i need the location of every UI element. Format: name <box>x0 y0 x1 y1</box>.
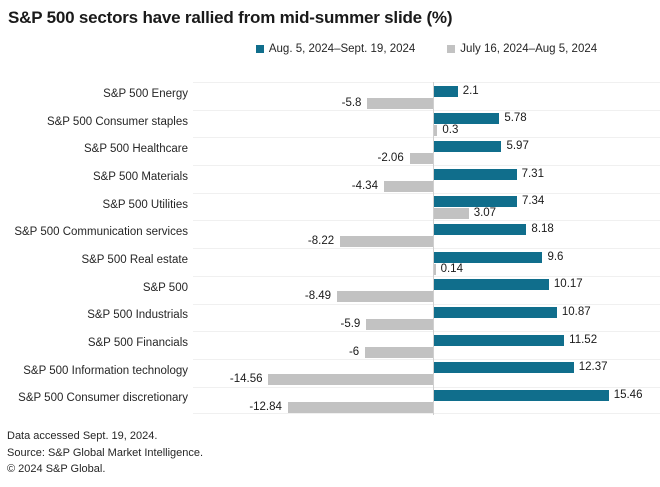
row-plot-area: 7.31 -4.34 <box>193 165 660 193</box>
bar-july16-aug5 <box>409 152 433 164</box>
category-label: S&P 500 Industrials <box>87 309 188 322</box>
category-label: S&P 500 Consumer discretionary <box>18 392 188 405</box>
chart-row: S&P 500 Energy 2.1 -5.8 <box>0 82 660 110</box>
value-label: -14.56 <box>229 373 263 386</box>
category-label: S&P 500 Communication services <box>14 226 188 239</box>
bar-july16-aug5 <box>287 402 433 414</box>
bar-july16-aug5 <box>367 97 433 109</box>
bar-july16-aug5 <box>434 208 469 220</box>
bar-aug5-sept19 <box>434 196 517 208</box>
legend-label-series2: July 16, 2024–Aug 5, 2024 <box>460 43 598 55</box>
chart-row: S&P 500 Utilities 7.34 3.07 <box>0 192 660 221</box>
value-label: 3.07 <box>473 207 497 220</box>
chart-row: S&P 500 Financials 11.52 -6 <box>0 331 660 359</box>
bar-aug5-sept19 <box>434 85 458 97</box>
bar-july16-aug5 <box>434 125 438 137</box>
value-label: 7.34 <box>521 195 545 208</box>
value-label: 9.6 <box>547 250 564 263</box>
value-label: 15.46 <box>613 389 643 402</box>
bar-aug5-sept19 <box>434 223 527 235</box>
value-label: 12.37 <box>578 361 608 374</box>
legend-swatch-gray-icon <box>447 45 456 53</box>
value-label: 11.52 <box>569 333 598 346</box>
row-plot-area: 9.6 0.14 <box>193 248 660 276</box>
chart-row: S&P 500 Real estate 9.6 0.14 <box>0 248 660 276</box>
value-label: 0.3 <box>442 124 459 137</box>
legend-item-series2: July 16, 2024–Aug 5, 2024 <box>447 43 597 55</box>
page-title: S&P 500 sectors have rallied from mid-su… <box>8 8 453 27</box>
bar-aug5-sept19 <box>434 168 517 180</box>
category-label: S&P 500 Energy <box>103 87 188 100</box>
value-label: 5.97 <box>506 139 529 152</box>
row-plot-area: 15.46 -12.84 <box>193 386 660 415</box>
category-label: S&P 500 Materials <box>92 170 188 183</box>
row-plot-area: 5.97 -2.06 <box>193 137 660 165</box>
value-label: -6 <box>348 345 360 358</box>
footer-copyright: © 2024 S&P Global. <box>7 463 106 475</box>
row-plot-area: 8.18 -8.22 <box>193 220 660 248</box>
value-label: 7.31 <box>521 167 544 180</box>
value-label: -12.84 <box>249 401 282 414</box>
category-label: S&P 500 <box>142 281 188 294</box>
value-label: -2.06 <box>377 151 404 164</box>
value-label: 2.1 <box>462 84 479 97</box>
value-label: 10.17 <box>553 278 583 291</box>
chart-rows: S&P 500 Energy 2.1 -5.8 S&P 500 Consumer st… <box>0 82 660 415</box>
legend-swatch-teal-icon <box>255 45 264 53</box>
bar-july16-aug5 <box>434 263 436 275</box>
chart-row: S&P 500 Information technology 12.37 -14.5… <box>0 358 660 387</box>
chart-row: S&P 500 Consumer discretionary 15.46 -12.8… <box>0 386 660 415</box>
value-label: 0.14 <box>440 262 463 275</box>
value-label: -4.34 <box>351 179 378 192</box>
category-label: S&P 500 Healthcare <box>84 143 188 156</box>
footer-source: Source: S&P Global Market Intelligence. <box>7 446 204 459</box>
bar-aug5-sept19 <box>434 307 557 318</box>
bar-aug5-sept19 <box>434 113 500 125</box>
row-plot-area: 12.37 -14.56 <box>193 358 660 387</box>
chart-row: S&P 500 10.17 -8.49 <box>0 275 660 304</box>
bar-july16-aug5 <box>366 319 433 330</box>
chart-row: S&P 500 Communication services 8.18 -8.22 <box>0 220 660 248</box>
category-label: S&P 500 Financials <box>87 337 188 350</box>
value-label: 8.18 <box>531 222 554 235</box>
value-label: -8.49 <box>304 290 332 303</box>
category-label: S&P 500 Consumer staples <box>46 115 188 128</box>
bar-july16-aug5 <box>268 374 433 386</box>
value-label: -8.22 <box>307 234 335 247</box>
chart-legend: Aug. 5, 2024–Sept. 19, 2024 July 16, 202… <box>193 42 660 56</box>
value-label: 5.78 <box>504 112 527 125</box>
row-plot-area: 10.87 -5.9 <box>193 303 660 332</box>
row-plot-area: 5.78 0.3 <box>193 109 660 138</box>
bar-aug5-sept19 <box>434 279 549 291</box>
row-plot-area: 11.52 -6 <box>193 331 660 359</box>
category-label: S&P 500 Information technology <box>23 364 188 377</box>
row-plot-area: 10.17 -8.49 <box>193 275 660 304</box>
zero-axis-line <box>433 82 434 415</box>
row-plot-area: 7.34 3.07 <box>193 192 660 221</box>
bar-aug5-sept19 <box>434 334 565 346</box>
row-plot-area: 2.1 -5.8 <box>193 82 660 110</box>
chart-row: S&P 500 Healthcare 5.97 -2.06 <box>0 137 660 165</box>
value-label: -5.8 <box>341 96 362 109</box>
bar-aug5-sept19 <box>434 251 543 263</box>
bar-july16-aug5 <box>383 180 433 192</box>
value-label: 10.87 <box>561 306 591 318</box>
chart-row: S&P 500 Materials 7.31 -4.34 <box>0 165 660 193</box>
bar-aug5-sept19 <box>434 140 502 152</box>
bar-aug5-sept19 <box>434 390 609 402</box>
bar-aug5-sept19 <box>434 362 574 374</box>
category-label: S&P 500 Real estate <box>81 253 188 266</box>
footer-data-accessed: Data accessed Sept. 19, 2024. <box>7 430 158 442</box>
value-label: -5.9 <box>340 318 361 330</box>
chart-footer: Data accessed Sept. 19, 2024. Source: S&… <box>7 428 203 478</box>
category-label: S&P 500 Utilities <box>102 198 188 211</box>
bar-july16-aug5 <box>365 346 433 358</box>
chart-row: S&P 500 Industrials 10.87 -5.9 <box>0 303 660 332</box>
bar-july16-aug5 <box>337 291 433 303</box>
bar-july16-aug5 <box>340 235 433 247</box>
legend-item-series1: Aug. 5, 2024–Sept. 19, 2024 <box>255 43 416 55</box>
legend-label-series1: Aug. 5, 2024–Sept. 19, 2024 <box>268 43 416 55</box>
chart-row: S&P 500 Consumer staples 5.78 0.3 <box>0 109 660 138</box>
